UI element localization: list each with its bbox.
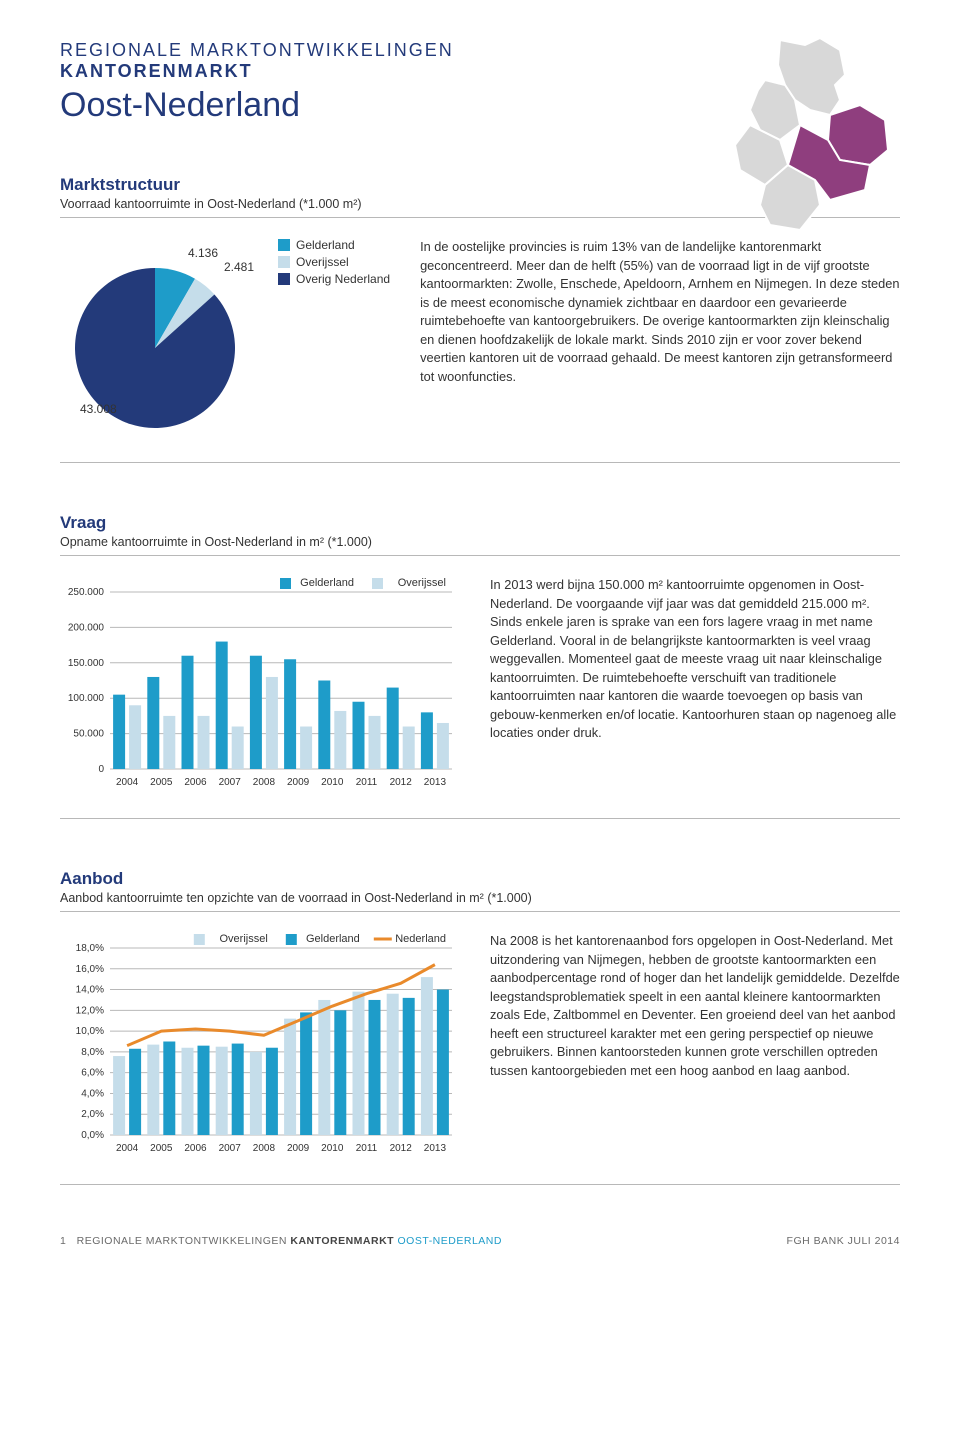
section-title: Aanbod: [60, 869, 900, 889]
svg-text:2012: 2012: [390, 777, 413, 788]
svg-text:Gelderland: Gelderland: [300, 577, 354, 589]
svg-text:Gelderland: Gelderland: [306, 933, 360, 945]
svg-text:14,0%: 14,0%: [76, 985, 104, 996]
svg-text:2013: 2013: [424, 777, 447, 788]
footer-text-1: REGIONALE MARKTONTWIKKELINGEN: [77, 1235, 291, 1247]
svg-text:2006: 2006: [184, 777, 207, 788]
svg-text:2007: 2007: [219, 1143, 242, 1154]
svg-text:2010: 2010: [321, 1143, 344, 1154]
page-header: REGIONALE MARKTONTWIKKELINGEN KANTORENMA…: [60, 40, 900, 125]
section-title: Vraag: [60, 513, 900, 533]
svg-text:2008: 2008: [253, 777, 276, 788]
svg-text:8,0%: 8,0%: [81, 1047, 104, 1058]
svg-text:2008: 2008: [253, 1143, 276, 1154]
svg-text:2011: 2011: [356, 777, 378, 788]
pie-label-3: 43.008: [80, 402, 117, 416]
svg-text:200.000: 200.000: [68, 622, 105, 633]
page-footer: 1 REGIONALE MARKTONTWIKKELINGEN KANTOREN…: [60, 1235, 900, 1247]
svg-text:10,0%: 10,0%: [76, 1026, 104, 1037]
legend-label: Overig Nederland: [296, 272, 390, 286]
page-title: Oost-Nederland: [60, 86, 620, 125]
svg-text:18,0%: 18,0%: [76, 943, 104, 954]
svg-text:2011: 2011: [356, 1143, 378, 1154]
pie-legend: Gelderland Overijssel Overig Nederland: [278, 238, 390, 286]
legend-item: Gelderland: [278, 238, 390, 252]
footer-right: FGH BANK JULI 2014: [787, 1235, 900, 1247]
bar-line-chart-block: 0,0% 2,0% 4,0% 6,0% 8,0% 10,0% 12,0% 14,0% 16,0%…: [60, 932, 460, 1160]
svg-text:100.000: 100.000: [68, 693, 105, 704]
svg-text:2009: 2009: [287, 1143, 310, 1154]
section-subtitle: Aanbod kantoorruimte ten opzichte van de…: [60, 891, 900, 912]
bar-chart-block: 0 50.000 100.000 150.000 200.000 250.000 2004 2…: [60, 576, 460, 794]
svg-text:12,0%: 12,0%: [76, 1005, 104, 1016]
svg-text:250.000: 250.000: [68, 587, 105, 598]
svg-text:0,0%: 0,0%: [81, 1130, 104, 1141]
legend-label: Overijssel: [296, 255, 349, 269]
section-vraag: Vraag Opname kantoorruimte in Oost-Neder…: [60, 513, 900, 819]
svg-text:16,0%: 16,0%: [76, 964, 104, 975]
svg-text:2004: 2004: [116, 1143, 139, 1154]
pie-label-2: 2.481: [224, 260, 254, 274]
footer-text-3: OOST-NEDERLAND: [398, 1235, 502, 1247]
footer-page: 1: [60, 1235, 66, 1247]
svg-text:6,0%: 6,0%: [81, 1068, 104, 1079]
svg-text:2013: 2013: [424, 1143, 447, 1154]
svg-text:0: 0: [98, 764, 104, 775]
svg-text:2010: 2010: [321, 777, 344, 788]
svg-text:4,0%: 4,0%: [81, 1088, 104, 1099]
footer-left: 1 REGIONALE MARKTONTWIKKELINGEN KANTOREN…: [60, 1235, 502, 1247]
svg-text:2004: 2004: [116, 777, 139, 788]
svg-text:2005: 2005: [150, 777, 173, 788]
legend-label: Gelderland: [296, 238, 355, 252]
svg-text:2006: 2006: [184, 1143, 207, 1154]
svg-text:150.000: 150.000: [68, 658, 105, 669]
svg-text:2009: 2009: [287, 777, 310, 788]
section-body: Na 2008 is het kantorenaanbod fors opgel…: [490, 932, 900, 1160]
svg-text:2012: 2012: [390, 1143, 413, 1154]
legend-item: Overijssel: [278, 255, 390, 269]
legend-item: Overig Nederland: [278, 272, 390, 286]
kicker-line2: KANTORENMARKT: [60, 61, 253, 81]
svg-text:2005: 2005: [150, 1143, 173, 1154]
netherlands-map-icon: [710, 30, 910, 250]
vraag-bar-chart: 0 50.000 100.000 150.000 200.000 250.000 2004 2…: [60, 576, 460, 791]
svg-text:2007: 2007: [219, 777, 242, 788]
section-body: In 2013 werd bijna 150.000 m² kantoorrui…: [490, 576, 900, 794]
footer-text-2: KANTORENMARKT: [290, 1235, 397, 1247]
pie-chart-block: 4.136 2.481 43.008 Gelderland Overijssel…: [60, 238, 390, 438]
svg-text:Overijssel: Overijssel: [398, 577, 446, 589]
svg-text:50.000: 50.000: [73, 729, 104, 740]
kicker: REGIONALE MARKTONTWIKKELINGEN KANTORENMA…: [60, 40, 620, 82]
svg-text:Nederland: Nederland: [395, 933, 446, 945]
svg-text:Overijssel: Overijssel: [220, 933, 268, 945]
section-aanbod: Aanbod Aanbod kantoorruimte ten opzichte…: [60, 869, 900, 1185]
svg-text:2,0%: 2,0%: [81, 1109, 104, 1120]
aanbod-chart: 0,0% 2,0% 4,0% 6,0% 8,0% 10,0% 12,0% 14,0% 16,0%…: [60, 932, 460, 1157]
pie-label-1: 4.136: [188, 246, 218, 260]
kicker-line1: REGIONALE MARKTONTWIKKELINGEN: [60, 40, 454, 60]
section-body: In de oostelijke provincies is ruim 13% …: [420, 238, 900, 438]
section-subtitle: Opname kantoorruimte in Oost-Nederland i…: [60, 535, 900, 556]
